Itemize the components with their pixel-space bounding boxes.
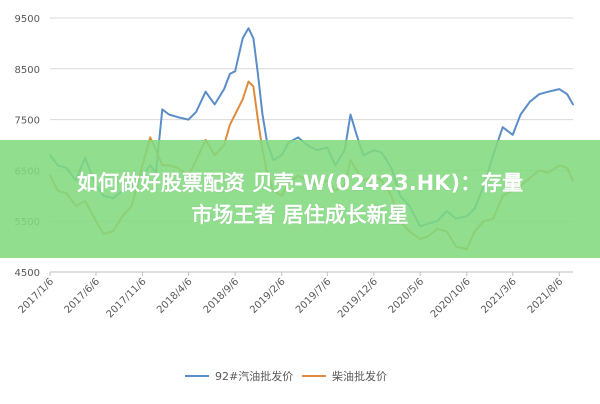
x-tick-label: 2018/9/6	[202, 276, 242, 316]
legend: 92#汽油批发价 柴油批发价	[185, 369, 387, 383]
x-tick-label: 2018/4/6	[155, 276, 195, 316]
x-tick-label: 2020/10/6	[429, 276, 473, 320]
x-tick-label: 2017/1/6	[17, 276, 57, 316]
banner-line-1: 如何做好股票配资 贝壳-W(02423.HK)：存量	[76, 171, 524, 195]
x-tick-label: 2020/5/6	[387, 276, 427, 316]
x-tick-label: 2017/11/6	[105, 276, 149, 320]
legend-label-2: 柴油批发价	[332, 369, 387, 383]
x-tick-label: 2019/12/6	[336, 276, 380, 320]
x-tick-label: 2017/6/6	[63, 276, 103, 316]
legend-label-1: 92#汽油批发价	[215, 369, 293, 383]
x-tick-label: 2021/3/6	[479, 276, 519, 316]
y-tick-label: 4500	[15, 268, 40, 279]
x-axis: 2017/1/6 2017/6/6 2017/11/6 2018/4/6 2018/9/…	[17, 271, 573, 320]
banner-line-2: 市场王者 居住成长新星	[191, 203, 409, 227]
x-tick-label: 2019/2/6	[248, 276, 288, 316]
x-tick-label: 2019/7/6	[294, 276, 334, 316]
y-tick-label: 9500	[15, 14, 40, 25]
y-tick-label: 7500	[15, 116, 40, 127]
y-tick-label: 8500	[15, 65, 40, 76]
x-tick-label: 2021/8/6	[526, 276, 566, 316]
overlay-banner: 如何做好股票配资 贝壳-W(02423.HK)：存量 市场王者 居住成长新星	[0, 140, 600, 258]
